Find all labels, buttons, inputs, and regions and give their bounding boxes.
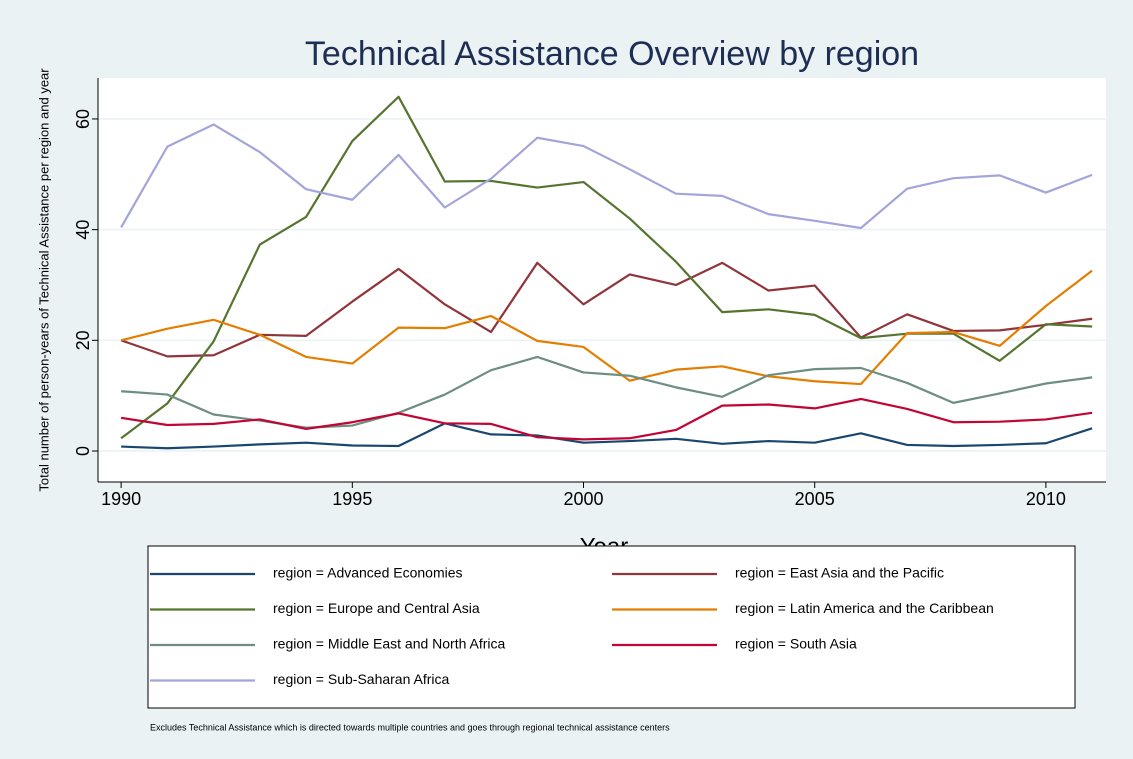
- line-series: [120, 123, 1093, 230]
- legend-label: region = South Asia: [735, 636, 857, 652]
- legend: [147, 545, 1076, 709]
- line-series: [120, 261, 1093, 358]
- y-tick-label: 0: [73, 446, 93, 456]
- chart-title: Technical Assistance Overview by region: [305, 35, 919, 73]
- legend-label: region = Sub-Saharan Africa: [273, 671, 449, 687]
- plot-area: [98, 78, 1106, 482]
- legend-label: region = Latin America and the Caribbean: [735, 600, 994, 616]
- legend-label: region = Middle East and North Africa: [273, 636, 506, 652]
- y-tick-label: 20: [73, 330, 93, 350]
- x-tick-label: 1990: [101, 489, 141, 509]
- legend-label: region = Advanced Economies: [273, 565, 463, 581]
- line-series: [120, 269, 1093, 386]
- x-tick-label: 2000: [563, 489, 603, 509]
- y-axis-label: Total number of person-years of Technica…: [36, 68, 51, 492]
- x-tick-label: 2005: [795, 489, 835, 509]
- note: Excludes Technical Assistance which is d…: [150, 722, 670, 732]
- x-tick-label: 2010: [1026, 489, 1066, 509]
- legend-label: region = Europe and Central Asia: [273, 600, 480, 616]
- line-series: [121, 422, 1093, 450]
- line-series: [120, 397, 1093, 441]
- legend-label: region = East Asia and the Pacific: [735, 565, 944, 581]
- x-tick-label: 1995: [332, 489, 372, 509]
- y-tick-label: 60: [73, 109, 93, 129]
- line-series: [120, 95, 1093, 440]
- y-tick-label: 40: [73, 220, 93, 240]
